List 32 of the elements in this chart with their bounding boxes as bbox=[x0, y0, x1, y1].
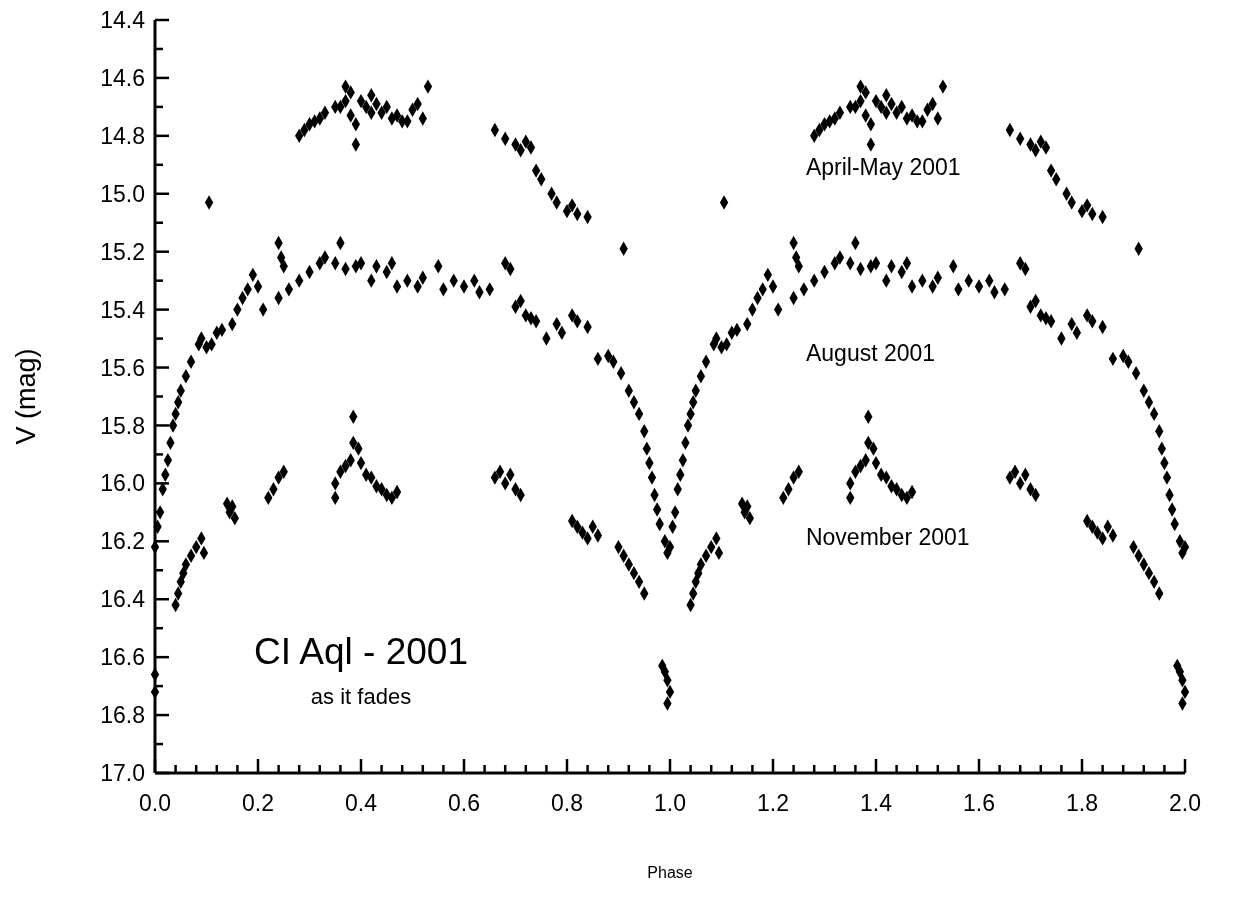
y-tick-label: 17.0 bbox=[100, 760, 145, 787]
text: as it fades bbox=[310, 683, 412, 709]
x-tick-label: 1.0 bbox=[654, 790, 686, 816]
y-tick-label: 14.4 bbox=[100, 7, 146, 34]
y-tick-label: 15.8 bbox=[100, 412, 145, 439]
series-label: April-May 2001 bbox=[805, 153, 961, 180]
x-tick-label: 1.6 bbox=[963, 790, 995, 816]
x-tick-label: 0.4 bbox=[345, 790, 378, 816]
y-tick-label: 16.0 bbox=[100, 470, 145, 497]
y-axis-title: V (mag) bbox=[11, 348, 41, 445]
x-tick-label: 0.8 bbox=[551, 790, 583, 816]
x-tick-label: 0.0 bbox=[139, 790, 171, 816]
y-tick-label: 16.4 bbox=[100, 586, 146, 613]
y-tick-label: 14.8 bbox=[100, 122, 145, 149]
x-tick-label: 2.0 bbox=[1169, 790, 1201, 816]
x-tick-label: 1.2 bbox=[757, 790, 789, 816]
y-tick-label: 16.6 bbox=[100, 644, 145, 671]
series-label: August 2001 bbox=[805, 339, 936, 366]
series-label: November 2001 bbox=[805, 523, 970, 550]
x-axis-title: Phase bbox=[647, 864, 693, 881]
x-tick-label: 1.8 bbox=[1066, 790, 1098, 816]
y-tick-label: 15.6 bbox=[100, 354, 145, 381]
y-tick-label: 15.0 bbox=[100, 180, 145, 207]
text: CI Aql - 2001 bbox=[254, 630, 468, 672]
y-tick-label: 16.8 bbox=[100, 702, 145, 729]
y-tick-label: 14.6 bbox=[100, 64, 145, 91]
x-tick-label: 0.6 bbox=[448, 790, 480, 816]
x-tick-label: 0.2 bbox=[242, 790, 274, 816]
y-tick-label: 15.2 bbox=[100, 238, 145, 265]
y-tick-label: 16.2 bbox=[100, 528, 145, 555]
x-tick-label: 1.4 bbox=[860, 790, 893, 816]
y-tick-label: 15.4 bbox=[100, 296, 146, 323]
